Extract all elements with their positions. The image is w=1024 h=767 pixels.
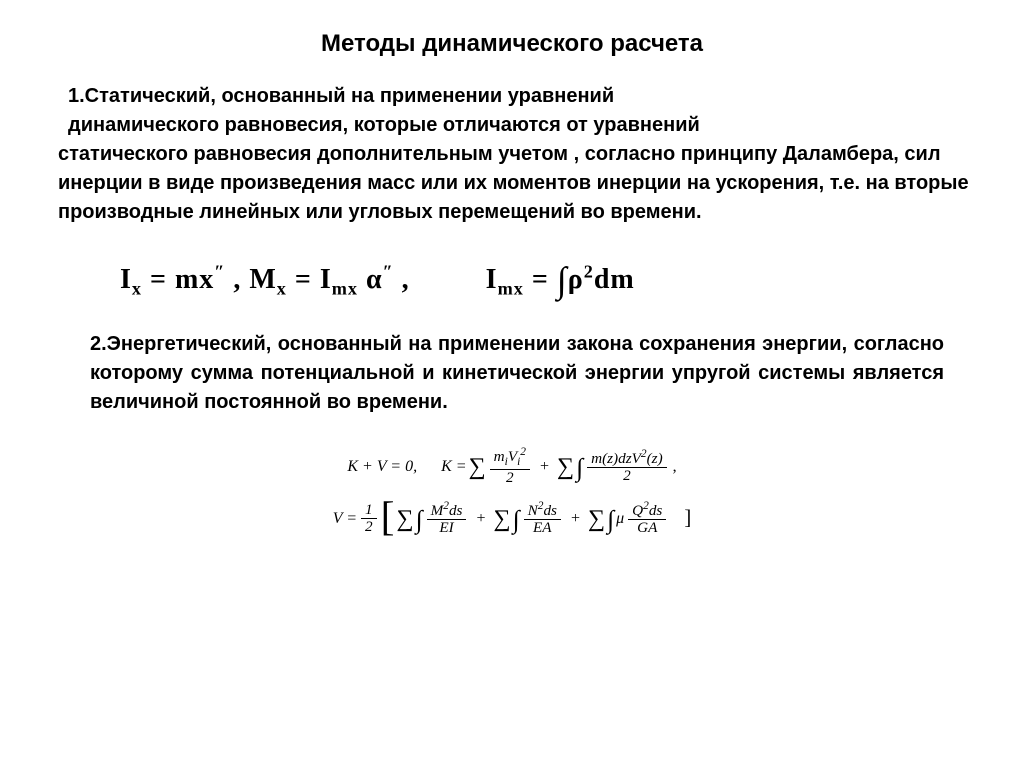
mu: μ [616,509,624,528]
formula-1: Ix = mx″ , Mx = Imx α″ , Imx = ∫ρ2dm [50,255,974,300]
v-eq: V = [333,509,357,528]
kv-term: K + V = 0, [347,457,417,476]
integral-icon: ∫ [513,505,520,536]
right-bracket-icon: ] [684,506,691,531]
frac-Q2ds: Q2ds GA [628,501,666,536]
sigma-icon: ∑ [557,453,574,482]
frac-half: 1 2 [361,502,377,535]
plus-icon: + [571,509,580,528]
k-eq: K = [441,457,466,476]
paragraph-1: 1.Статический, основанный на применении … [50,82,974,227]
formula-2: K + V = 0, K = ∑ miVi2 2 + ∑ ∫ m(z)dzV2(… [50,447,974,544]
frac-miVi: miVi2 2 [490,447,530,486]
frac-mzdz: m(z)dzV2(z) 2 [587,449,667,484]
integral-icon: ∫ [416,505,423,536]
plus-icon: + [476,509,485,528]
paragraph-2: 2.Энергетический, основанный на применен… [50,330,974,417]
f1-Imx: Imx = ∫ρ2dm [486,264,635,295]
sigma-icon: ∑ [469,453,486,482]
plus-icon: + [540,457,549,476]
para1-line3: статического равновесия дополнительным у… [58,140,974,227]
frac-N2ds: N2ds EA [524,501,561,536]
sigma-icon: ∑ [493,505,510,534]
para1-line1: 1.Статический, основанный на применении … [58,82,974,111]
frac-M2ds: M2ds EI [427,501,467,536]
formula-2-row2: V = 1 2 [ ∑ ∫ M2ds EI + ∑ ∫ N2ds EA + ∑ … [50,494,974,544]
f1-Ix: Ix = mx″ , Mx = Imx α″ , [120,264,418,295]
sigma-icon: ∑ [588,505,605,534]
comma: , [673,457,677,476]
formula-2-row1: K + V = 0, K = ∑ miVi2 2 + ∑ ∫ m(z)dzV2(… [50,447,974,486]
page-title: Методы динамического расчета [50,30,974,58]
integral-icon: ∫ [576,453,583,484]
para1-line2: динамического равновесия, которые отлича… [58,111,974,140]
integral-icon: ∫ [607,505,614,536]
sigma-icon: ∑ [396,505,413,534]
left-bracket-icon: [ [381,492,395,542]
